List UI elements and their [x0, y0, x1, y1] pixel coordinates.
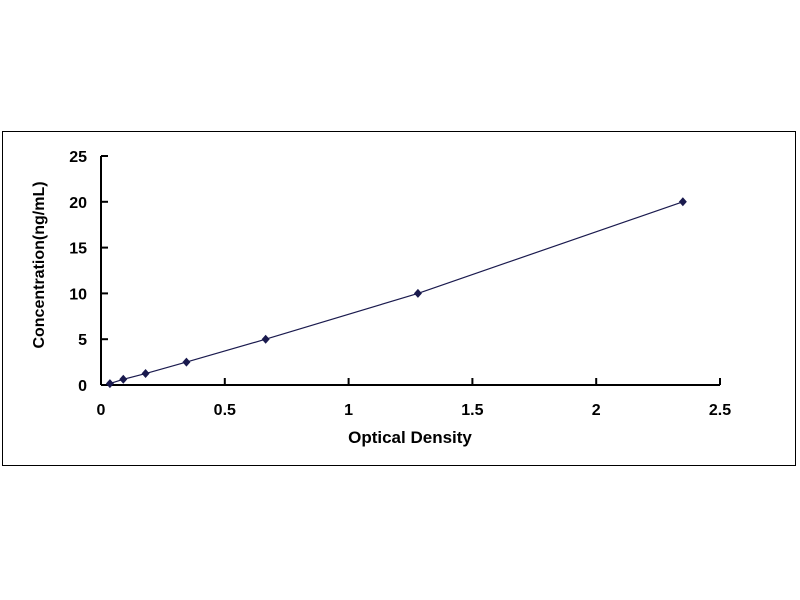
data-point	[413, 288, 422, 298]
data-point	[678, 197, 687, 207]
data-point	[105, 379, 114, 389]
trendline	[109, 201, 684, 385]
data-point	[119, 374, 128, 384]
x-tick-label: 1	[344, 402, 353, 419]
y-axis-label: Concentration(ng/mL)	[31, 181, 48, 348]
x-tick-label: 0	[97, 402, 106, 419]
data-point	[261, 334, 270, 344]
data-point	[141, 369, 150, 379]
y-tick-label: 10	[69, 286, 87, 303]
y-tick-label: 0	[78, 378, 87, 395]
x-tick-label: 2.5	[709, 402, 731, 419]
x-tick-label: 0.5	[214, 402, 236, 419]
y-tick-label: 15	[69, 241, 87, 258]
y-tick-label: 5	[78, 332, 87, 349]
data-point	[182, 357, 191, 367]
y-tick-label: 20	[69, 195, 87, 212]
x-tick-label: 2	[592, 402, 601, 419]
x-tick-label: 1.5	[461, 402, 483, 419]
y-tick-label: 25	[69, 149, 87, 166]
x-axis-label: Optical Density	[348, 428, 472, 447]
chart-frame	[2, 131, 796, 466]
